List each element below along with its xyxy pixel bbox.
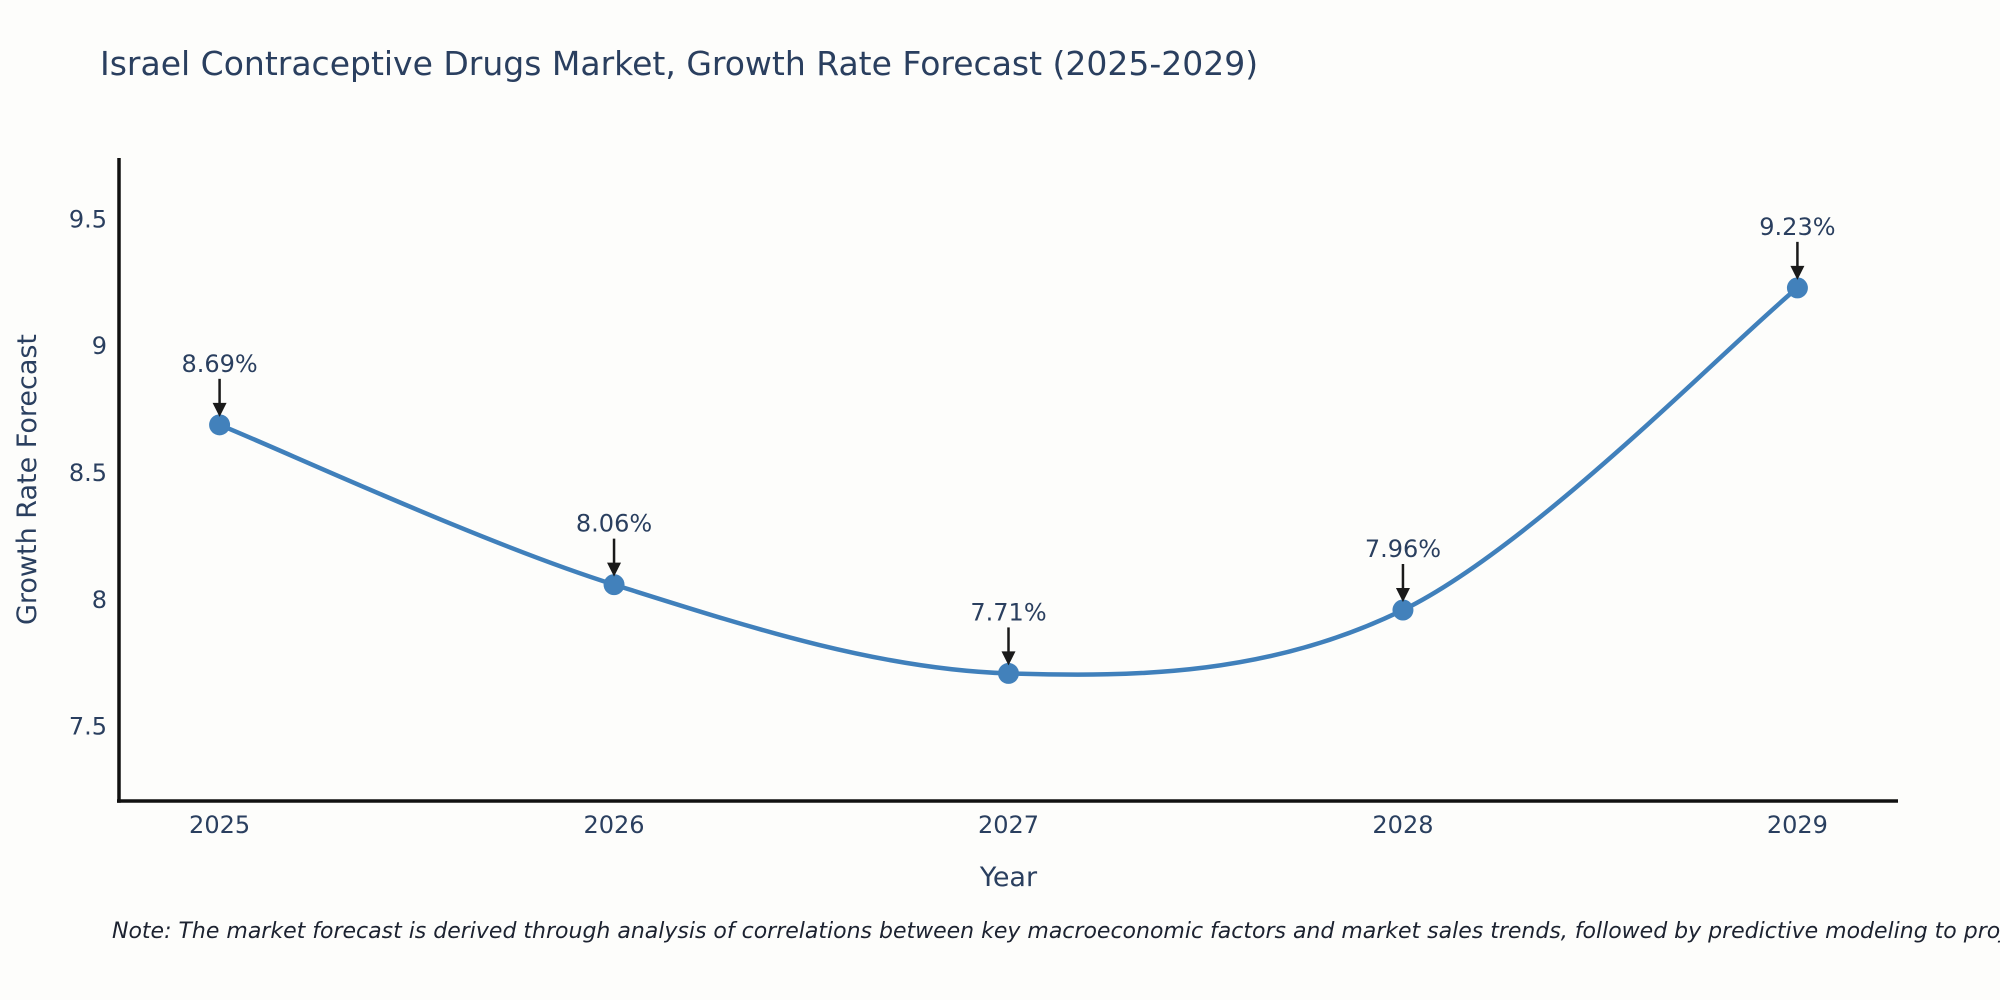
annotation-arrowhead (1001, 651, 1016, 666)
annotation-arrowhead (607, 562, 622, 577)
footnote: Note: The market forecast is derived thr… (112, 919, 2000, 944)
y-axis-title: Growth Rate Forecast (12, 334, 43, 625)
x-tick-label: 2028 (1372, 811, 1433, 839)
data-point-label: 7.96% (1365, 535, 1441, 563)
data-point-marker (1786, 277, 1808, 299)
data-point-marker (603, 574, 625, 596)
data-point-marker (998, 662, 1019, 684)
chart-title: Israel Contraceptive Drugs Market, Growt… (100, 44, 1259, 83)
annotation-arrowhead (1395, 588, 1410, 603)
y-tick-label: 8.5 (69, 459, 107, 487)
y-tick-label: 9.5 (69, 205, 107, 233)
data-point-label: 7.71% (970, 598, 1046, 626)
data-point-marker (209, 414, 231, 436)
x-tick-label: 2025 (189, 811, 250, 839)
x-tick-label: 2027 (978, 811, 1039, 839)
annotation-arrowhead (212, 402, 227, 417)
y-tick-label: 9 (92, 332, 107, 360)
y-tick-label: 8 (92, 586, 107, 614)
x-tick-label: 2026 (584, 811, 645, 839)
data-point-label: 8.69% (181, 350, 257, 378)
data-point-marker (1392, 599, 1414, 621)
data-point-label: 9.23% (1759, 213, 1835, 241)
x-axis-title: Year (979, 862, 1038, 893)
x-tick-label: 2029 (1767, 811, 1828, 839)
data-point-label: 8.06% (576, 510, 652, 538)
y-tick-label: 7.5 (69, 713, 107, 741)
annotation-arrowhead (1790, 265, 1805, 280)
